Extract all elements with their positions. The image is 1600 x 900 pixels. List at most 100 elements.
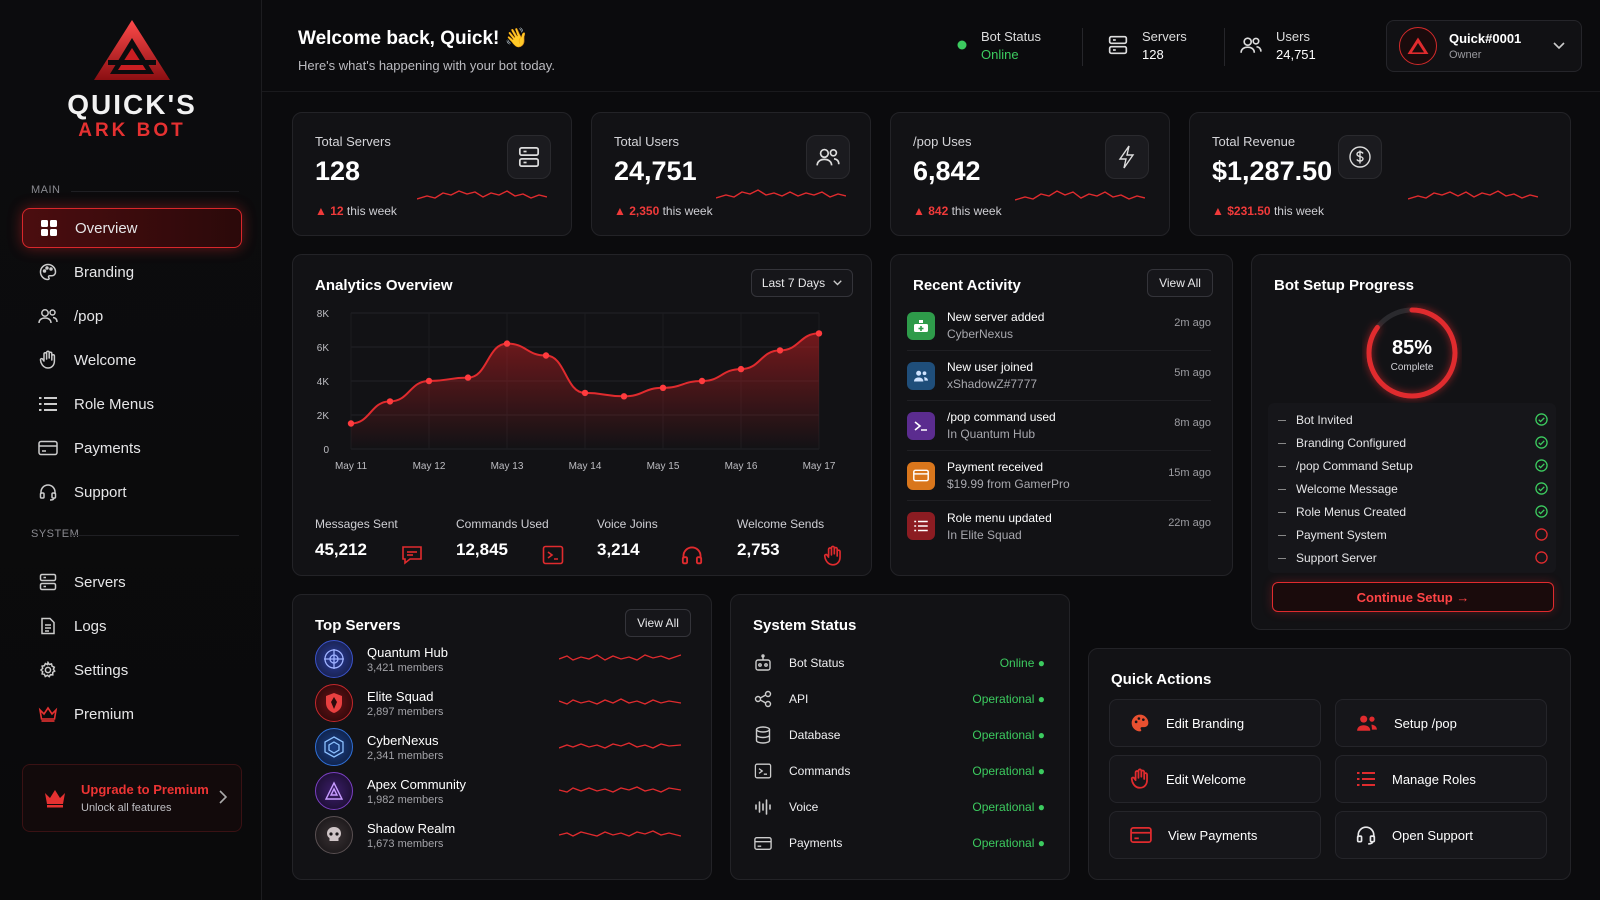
wave-hand-icon (1130, 768, 1150, 790)
command-icon (907, 411, 935, 440)
top-servers-view-all-button[interactable]: View All (625, 609, 691, 637)
activity-time: 15m ago (1168, 467, 1211, 479)
activity-title: /pop command used (947, 410, 1056, 424)
kpi-label: /pop Uses (913, 134, 972, 149)
card-title: Quick Actions (1111, 671, 1212, 688)
account-menu[interactable]: Quick#0001 Owner (1386, 20, 1582, 72)
server-row[interactable]: Apex Community 1,982 members (315, 772, 681, 810)
sidebar-item-label: Settings (74, 661, 129, 679)
sidebar-item-logs[interactable]: Logs (22, 606, 242, 646)
stat-value: 3,214 (597, 540, 640, 559)
servers-stat: Servers 128 (1108, 20, 1187, 70)
quick-action-label: Edit Branding (1166, 715, 1245, 731)
palette-icon (1130, 713, 1150, 733)
edit-branding-button[interactable]: Edit Branding (1109, 699, 1321, 747)
sidebar-item-payments[interactable]: Payments (22, 428, 242, 468)
activity-title: New user joined (947, 360, 1034, 374)
quick-action-label: Manage Roles (1392, 771, 1476, 787)
activity-item[interactable]: New user joined xShadowZ#7777 5m ago (907, 351, 1211, 401)
open-support-button[interactable]: Open Support (1335, 811, 1547, 859)
edit-welcome-button[interactable]: Edit Welcome (1109, 755, 1321, 803)
y-tick-label: 8K (317, 309, 330, 320)
user-icon (907, 361, 935, 390)
activity-subtitle: CyberNexus (947, 327, 1014, 341)
activity-title: Role menu updated (947, 510, 1052, 525)
stat-value: 2,753 (737, 540, 780, 559)
server-row[interactable]: Elite Squad 2,897 members (315, 684, 681, 722)
setup-pop-button[interactable]: Setup /pop (1335, 699, 1547, 747)
kpi-label: Total Users (614, 134, 680, 149)
x-tick-label: May 13 (491, 461, 524, 472)
date-range-select[interactable]: Last 7 Days (751, 269, 853, 297)
system-status-row: API Operational ● (753, 681, 1045, 717)
page-subtitle: Here's what's happening with your bot to… (298, 58, 555, 73)
setup-steps-list (1268, 403, 1556, 573)
setup-step-label: Branding Configured (1296, 436, 1407, 450)
sidebar-item-servers[interactable]: Servers (22, 562, 242, 602)
continue-setup-button[interactable]: Continue Setup → (1272, 582, 1554, 612)
activity-subtitle: xShadowZ#7777 (947, 377, 1038, 391)
activity-time: 2m ago (1174, 317, 1211, 329)
empty-circle-icon (1535, 551, 1548, 564)
data-point (581, 389, 589, 397)
kpi-delta-value: 842 (928, 204, 949, 218)
server-sparkline (559, 742, 681, 749)
kpi-card-total-users: Total Users 24,751 ▲ 2,350 this week (591, 112, 871, 236)
stat-value: 45,212 (315, 540, 367, 559)
setup-step: /pop Command Setup (1278, 455, 1548, 477)
palette-icon (38, 262, 58, 282)
server-row[interactable]: Quantum Hub 3,421 members (315, 640, 681, 678)
activity-item[interactable]: /pop command used In Quantum Hub 8m ago (907, 401, 1211, 451)
apex-emblem-icon (315, 772, 353, 810)
activity-item[interactable]: New server added CyberNexus 2m ago (907, 301, 1211, 351)
x-tick-label: May 14 (569, 461, 602, 472)
server-members: 2,341 members (367, 749, 444, 762)
server-row[interactable]: CyberNexus 2,341 members (315, 728, 681, 766)
terminal-icon (753, 763, 773, 779)
system-status-value: Online ● (999, 656, 1045, 670)
setup-complete-label: Complete (1390, 362, 1434, 373)
data-point (503, 340, 511, 347)
sidebar-item-pop[interactable]: /pop (22, 296, 242, 336)
manage-roles-button[interactable]: Manage Roles (1335, 755, 1547, 803)
headset-icon (1356, 825, 1376, 845)
data-point (425, 377, 433, 385)
kpi-card-total-revenue: Total Revenue $1,287.50 ▲ $231.50 this w… (1189, 112, 1571, 236)
sidebar-item-premium[interactable]: Premium (22, 694, 242, 734)
sidebar-item-overview[interactable]: Overview (22, 208, 242, 248)
sidebar-item-support[interactable]: Support (22, 472, 242, 512)
server-members: 1,982 members (367, 793, 444, 806)
upgrade-premium-card[interactable]: Upgrade to Premium Unlock all features (22, 764, 242, 832)
setup-step: Payment System (1278, 524, 1548, 546)
x-tick-label: May 11 (335, 461, 367, 472)
sidebar-item-label: Logs (74, 617, 107, 635)
ark-logo-icon (94, 20, 170, 80)
system-status-value: Operational ● (972, 836, 1045, 850)
sidebar-item-welcome[interactable]: Welcome (22, 340, 242, 380)
activity-item[interactable]: Role menu updated In Elite Squad 22m ago (907, 501, 1211, 551)
users-icon (1356, 713, 1378, 733)
gear-icon (38, 660, 58, 680)
activity-subtitle: In Quantum Hub (947, 427, 1036, 441)
activity-view-all-button[interactable]: View All (1147, 269, 1213, 297)
divider (1224, 28, 1225, 66)
card-title: Top Servers (315, 617, 401, 634)
document-icon (38, 616, 58, 636)
kpi-value: $1,287.50 (1212, 156, 1333, 186)
sidebar-item-label: Role Menus (74, 395, 155, 413)
system-status-row: Bot Status Online ● (753, 645, 1045, 681)
check-circle-icon (1535, 436, 1548, 449)
server-row[interactable]: Shadow Realm 1,673 members (315, 816, 681, 854)
kpi-sparkline (716, 189, 846, 199)
sidebar-item-settings[interactable]: Settings (22, 650, 242, 690)
analytics-chart: 0 2K 4K 6K 8K May 11 May 12 May 13 May 14 May 15 M… (317, 309, 836, 472)
terminal-icon (542, 545, 564, 565)
sidebar-item-role-menus[interactable]: Role Menus (22, 384, 242, 424)
setup-step: Welcome Message (1278, 478, 1548, 500)
section-label-system: SYSTEM (31, 528, 239, 540)
headset-icon (38, 482, 58, 502)
view-payments-button[interactable]: View Payments (1109, 811, 1321, 859)
sidebar-item-branding[interactable]: Branding (22, 252, 242, 292)
activity-item[interactable]: Payment received $19.99 from GamerPro 15m… (907, 451, 1211, 501)
message-icon (401, 545, 423, 565)
